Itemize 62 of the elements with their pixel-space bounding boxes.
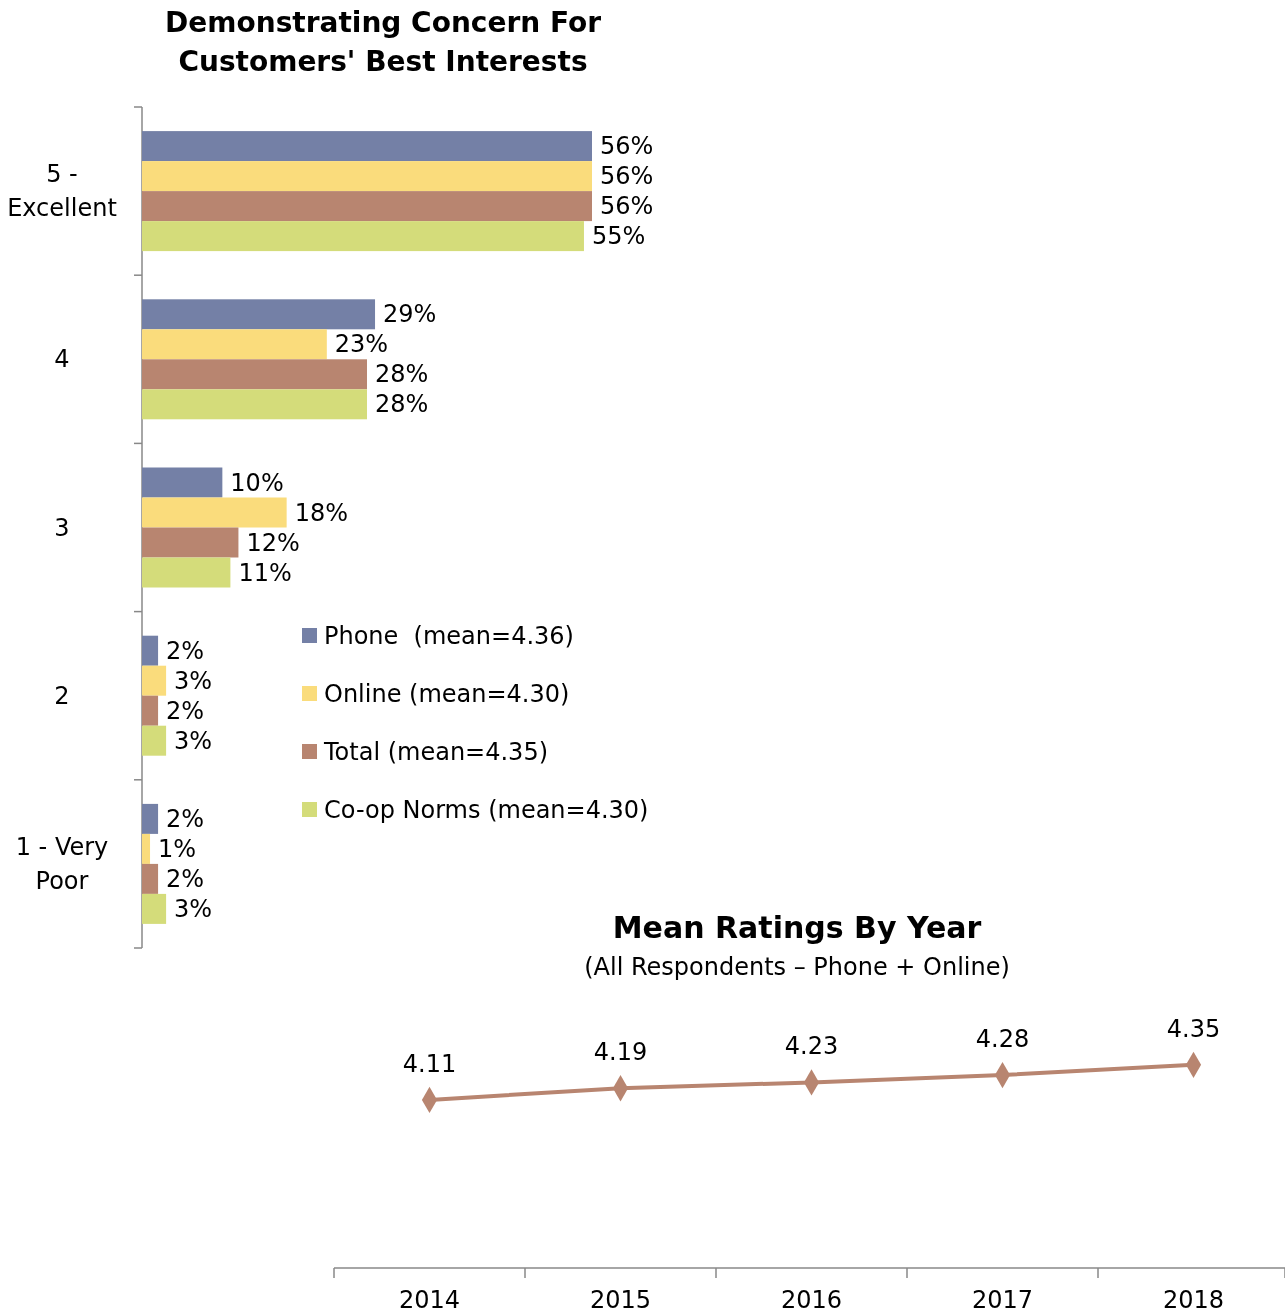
data-label: 23% [334, 330, 389, 359]
bar [142, 467, 223, 498]
bar [142, 161, 592, 192]
chart-title: Mean Ratings By Year [612, 910, 982, 945]
data-label: 4.23 [784, 1032, 839, 1061]
data-label: 3% [174, 894, 213, 923]
x-tick-label: 2016 [780, 1286, 843, 1314]
data-label: 4.19 [593, 1038, 648, 1067]
legend-label: Co-op Norms (mean=4.30) [324, 796, 649, 824]
y-tick-label: 4 [54, 345, 70, 374]
bar [142, 665, 167, 696]
data-label: 56% [600, 192, 654, 221]
legend-label: Total (mean=4.35) [323, 738, 549, 766]
x-tick-label: 2017 [971, 1286, 1034, 1314]
bar [142, 635, 159, 666]
bar [142, 725, 167, 756]
bar [142, 695, 159, 726]
data-label: 11% [238, 558, 292, 587]
data-label: 4.35 [1166, 1014, 1221, 1043]
data-label: 29% [383, 300, 437, 329]
y-tick-label: 3 [54, 513, 70, 542]
bar [142, 863, 159, 894]
data-label: 55% [591, 222, 646, 251]
chart-subtitle: (All Respondents – Phone + Online) [584, 953, 1010, 981]
bar [142, 221, 584, 252]
x-tick-label: 2018 [1162, 1286, 1225, 1314]
data-label: 1% [158, 834, 197, 863]
legend-label: Phone (mean=4.36) [324, 622, 574, 650]
data-label: 56% [600, 162, 654, 191]
x-tick-label: 2015 [589, 1286, 652, 1314]
y-tick-label: 5 - Excellent [7, 160, 117, 223]
data-label: 2% [166, 696, 205, 725]
data-label: 3% [174, 666, 213, 695]
bar [142, 893, 167, 924]
data-label: 18% [294, 498, 348, 527]
bar [142, 359, 367, 390]
data-label: 4.11 [402, 1049, 457, 1078]
bar [142, 299, 376, 330]
bar [142, 329, 327, 360]
bar [142, 389, 367, 420]
data-label: 28% [375, 360, 429, 389]
data-label: 4.28 [975, 1025, 1030, 1054]
bar [142, 527, 239, 558]
bar [142, 131, 592, 162]
x-tick-label: 2014 [398, 1286, 461, 1314]
data-label: 12% [246, 528, 300, 557]
data-label: 2% [166, 804, 205, 833]
y-tick-label: 1 - Very Poor [15, 832, 109, 895]
data-label: 2% [166, 864, 205, 893]
bar [142, 191, 592, 222]
bar [142, 833, 151, 864]
bar [142, 497, 287, 528]
chart-title: Demonstrating Concern For Customers' Best Interests [165, 6, 602, 78]
legend-label: Online (mean=4.30) [324, 680, 570, 708]
data-label: 28% [375, 390, 429, 419]
bar [142, 803, 159, 834]
bar [142, 557, 231, 588]
data-label: 3% [174, 726, 213, 755]
data-label: 2% [166, 636, 205, 665]
y-tick-label: 2 [54, 681, 70, 710]
data-label: 56% [600, 132, 654, 161]
data-label: 10% [230, 468, 284, 497]
